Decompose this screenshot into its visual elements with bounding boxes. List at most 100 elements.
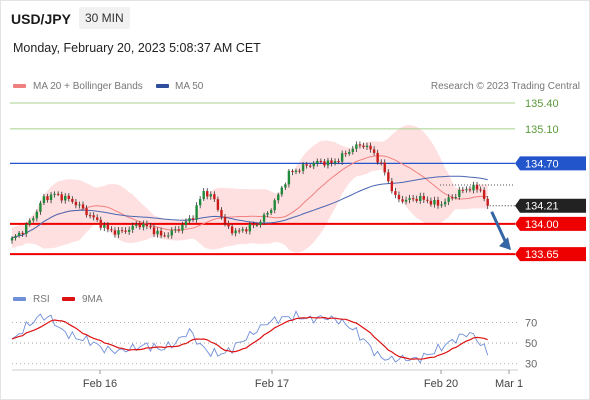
candle [376,152,379,163]
candle [468,189,472,191]
candle [316,160,319,164]
candle [67,195,70,199]
candle [21,232,24,234]
candle [440,204,443,206]
candle [284,184,287,188]
candle [280,187,283,195]
rsi-tick-70: 70 [525,317,537,329]
candle [206,191,209,197]
level-tag-134-21-group: 134.21 [515,198,586,213]
candle [74,201,78,206]
candle [81,204,85,209]
candle [35,211,39,219]
candle [135,224,138,226]
candle [482,190,486,199]
candle [49,194,53,201]
candle [124,230,127,232]
candle [319,160,323,162]
candle [230,226,234,234]
candle [380,162,383,164]
x-tick-label: Feb 17 [255,378,289,390]
candle [422,196,425,200]
candle [223,216,227,224]
candle [472,184,475,191]
candle [188,218,191,222]
candle [202,191,205,200]
research-credit: Research © 2023 Trading Central [430,81,580,92]
rsi-ma9-line [11,316,488,360]
ma50-legend-swatch [156,84,169,88]
level-tag-134-00-group: 134.00 [515,216,586,231]
level-tag-134-70: 134.70 [525,158,559,170]
rsi-legend-label: RSI [33,294,50,305]
candle [10,237,14,241]
candle [142,223,145,228]
candle [53,193,56,195]
candle [323,161,326,166]
candle [110,229,113,231]
candle [273,200,276,211]
level-tag-134-21: 134.21 [525,201,559,213]
candle [213,194,216,200]
candle [25,224,28,234]
candle [177,229,181,231]
x-tick-label: Mar 1 [495,378,523,390]
level-tag-135-40: 135.40 [525,98,559,110]
candle [298,170,301,172]
candle [486,198,489,206]
candle [28,220,31,225]
candle [209,194,212,197]
level-tag-133-65: 133.65 [525,249,559,261]
candle [333,161,337,164]
candle [227,223,230,227]
candle [32,218,35,221]
candle [46,196,49,201]
candle [198,199,202,206]
candle [454,196,457,198]
forecast-arrow-shaft [490,211,509,246]
candle [92,215,95,218]
level-tag-134-00-bg [515,216,586,231]
candle [88,215,92,217]
candle [71,198,74,202]
candle [344,153,347,155]
candle [181,224,184,231]
candle [426,199,429,201]
level-tag-135-10: 135.10 [525,124,559,136]
candle [14,235,17,238]
candle [184,221,188,225]
candle [362,145,365,148]
candle [305,164,308,166]
candle [408,198,411,200]
candle [17,232,21,236]
candle [252,223,255,226]
candle [479,189,482,191]
candle [245,229,248,232]
candle [372,149,376,153]
candle [167,235,170,237]
x-tick-label: Feb 20 [424,378,458,390]
candle [312,163,315,167]
candle [401,199,404,202]
candle [443,201,447,205]
candle [117,230,120,235]
timeframe-button[interactable]: 30 MIN [79,7,130,29]
ma20-legend-swatch [13,84,26,88]
candle [39,202,42,212]
candle [78,204,81,206]
candle [170,230,173,236]
candle [404,199,408,202]
candle [120,230,124,232]
candle [195,205,198,220]
level-tag-134-70-group: 134.70 [515,156,586,171]
candle [458,189,461,197]
candle [461,189,465,191]
candle [216,199,220,210]
rsi-line [11,310,489,364]
ma50-legend-label: MA 50 [175,81,204,92]
candle [266,213,269,215]
candle [64,195,67,201]
candle [99,219,102,228]
candle [465,189,468,191]
